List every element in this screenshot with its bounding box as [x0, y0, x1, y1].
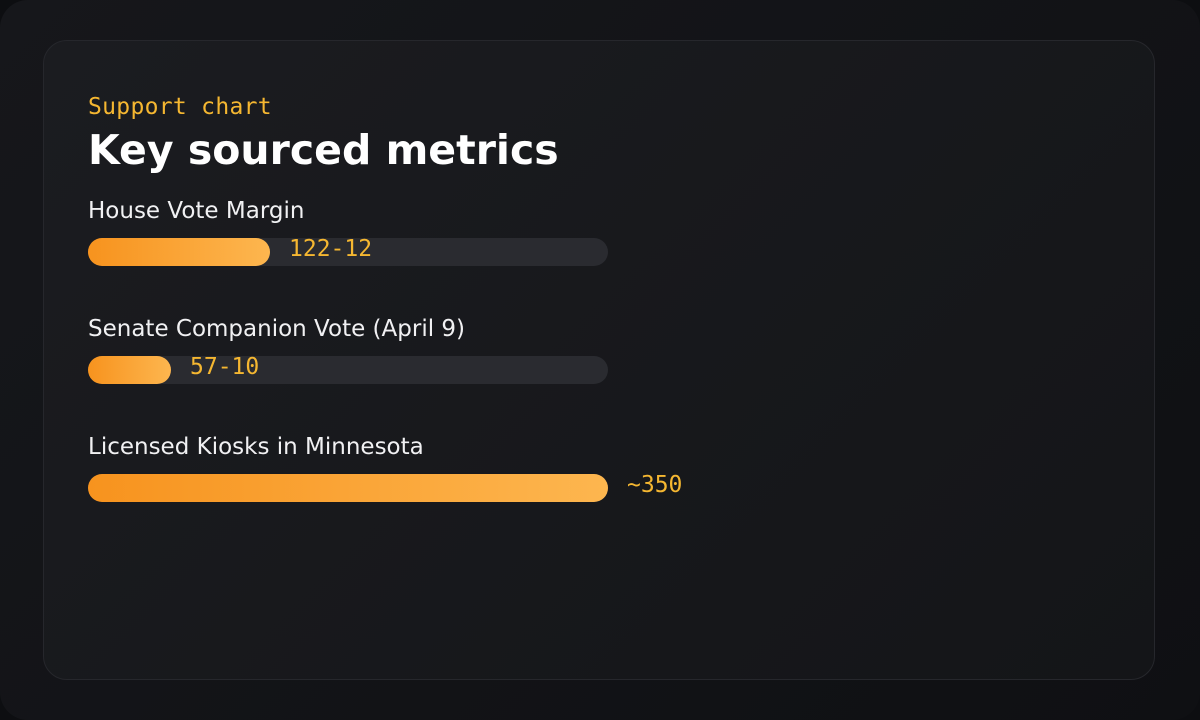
metric-value-label: ~350	[627, 472, 683, 498]
metric-bar-track	[88, 238, 608, 266]
metric-bar	[88, 238, 270, 266]
metric-bar-track	[88, 356, 608, 384]
chart-eyebrow: Support chart	[88, 94, 272, 120]
metric-label: House Vote Margin	[88, 198, 305, 224]
metric-value-label: 122-12	[289, 236, 373, 262]
metric-bar	[88, 356, 171, 384]
metric-label: Senate Companion Vote (April 9)	[88, 316, 466, 342]
metric-value-label: 57-10	[190, 354, 260, 380]
metric-bar	[88, 474, 608, 502]
metric-label: Licensed Kiosks in Minnesota	[88, 434, 424, 460]
chart-title: Key sourced metrics	[88, 126, 559, 174]
metric-bar-track	[88, 474, 608, 502]
